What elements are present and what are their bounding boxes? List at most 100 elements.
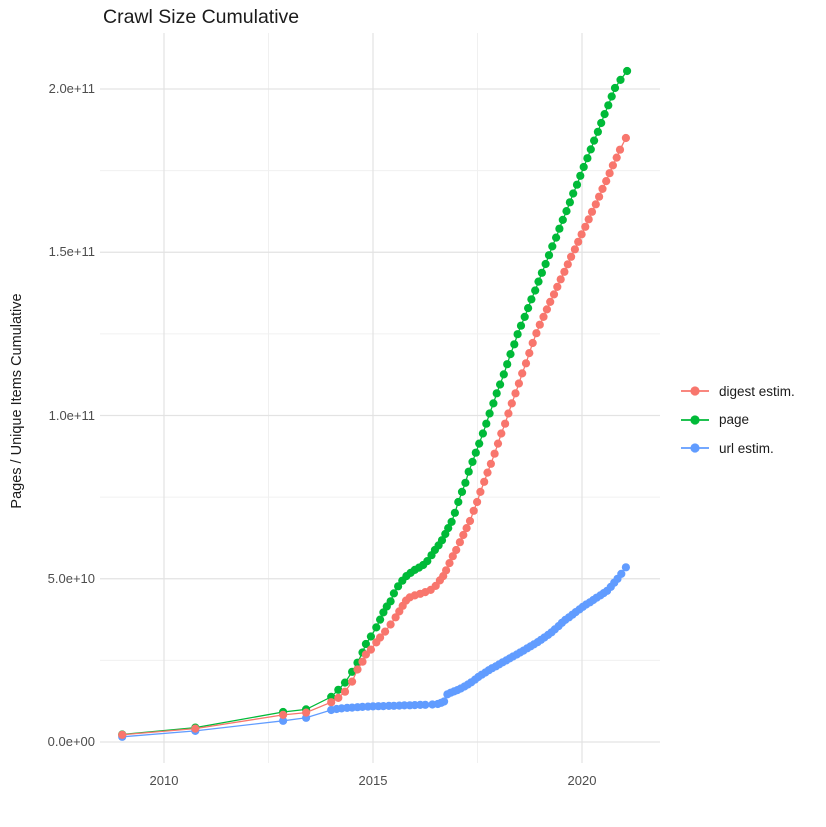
data-point bbox=[478, 429, 487, 438]
data-point bbox=[586, 145, 595, 154]
data-point bbox=[348, 677, 357, 686]
data-point bbox=[490, 449, 499, 458]
data-point bbox=[615, 145, 625, 154]
data-point bbox=[607, 92, 616, 101]
data-point bbox=[334, 685, 343, 694]
data-point bbox=[394, 582, 403, 591]
data-point bbox=[361, 639, 370, 649]
data-point bbox=[617, 569, 626, 579]
legend-item-label: page bbox=[719, 412, 750, 428]
data-point bbox=[437, 536, 447, 545]
chart-title: Crawl Size Cumulative bbox=[103, 6, 300, 28]
data-point bbox=[623, 66, 632, 76]
data-point bbox=[608, 161, 618, 170]
data-point bbox=[555, 224, 564, 233]
data-point bbox=[521, 359, 531, 368]
data-point bbox=[514, 379, 524, 388]
data-point bbox=[574, 237, 583, 246]
data-point bbox=[602, 177, 611, 186]
data-point bbox=[565, 198, 575, 207]
data-point bbox=[558, 215, 567, 224]
data-point bbox=[475, 439, 484, 448]
data-point bbox=[489, 399, 498, 408]
data-point bbox=[462, 524, 471, 533]
data-point bbox=[597, 118, 606, 128]
data-point bbox=[598, 184, 607, 193]
x-tick-label: 2020 bbox=[567, 773, 597, 788]
data-point bbox=[493, 439, 503, 448]
series-url-estim bbox=[118, 563, 631, 741]
data-point bbox=[528, 338, 537, 348]
legend-item-page: page bbox=[679, 406, 795, 435]
data-point bbox=[440, 697, 449, 706]
data-point bbox=[548, 242, 557, 251]
data-point bbox=[473, 497, 482, 507]
data-point bbox=[587, 207, 597, 216]
data-point bbox=[510, 340, 519, 349]
legend-item-digest-estim: digest estim. bbox=[679, 377, 795, 406]
data-point bbox=[535, 320, 544, 329]
y-axis-title: Pages / Unique Items Cumulative bbox=[9, 293, 25, 509]
data-point bbox=[469, 506, 478, 515]
data-point bbox=[386, 597, 395, 606]
data-point bbox=[504, 409, 513, 418]
data-point bbox=[376, 633, 385, 642]
data-point bbox=[381, 627, 390, 636]
data-point bbox=[590, 136, 599, 145]
data-point bbox=[506, 350, 515, 359]
data-point bbox=[445, 559, 454, 568]
data-point bbox=[621, 563, 631, 572]
data-point bbox=[444, 524, 453, 533]
legend-key-icon bbox=[681, 386, 709, 396]
x-tick-label: 2015 bbox=[358, 773, 388, 788]
data-point bbox=[532, 329, 541, 338]
data-point bbox=[534, 277, 543, 286]
data-point bbox=[584, 215, 593, 224]
data-point bbox=[483, 468, 492, 477]
data-point bbox=[577, 230, 586, 239]
data-point bbox=[563, 260, 572, 269]
data-point bbox=[525, 349, 534, 358]
data-point bbox=[279, 716, 288, 725]
data-point bbox=[279, 710, 288, 720]
data-point bbox=[595, 192, 604, 201]
data-point bbox=[118, 730, 127, 739]
data-point bbox=[539, 312, 548, 321]
legend: digest estim. page url estim. bbox=[679, 377, 795, 463]
data-point bbox=[461, 478, 470, 487]
data-point bbox=[391, 613, 400, 622]
data-point bbox=[486, 459, 495, 468]
data-point bbox=[376, 615, 385, 624]
data-point bbox=[334, 693, 343, 703]
data-point bbox=[591, 200, 600, 209]
data-point bbox=[501, 419, 510, 428]
data-point bbox=[552, 233, 561, 242]
data-point bbox=[572, 180, 582, 189]
data-point bbox=[610, 83, 620, 93]
data-point bbox=[455, 538, 464, 547]
data-point bbox=[600, 110, 609, 119]
data-point bbox=[459, 530, 468, 540]
data-point bbox=[544, 251, 554, 260]
data-point bbox=[454, 497, 463, 507]
legend-item-label: url estim. bbox=[719, 440, 774, 456]
data-point bbox=[569, 189, 578, 198]
data-point bbox=[537, 268, 547, 277]
data-point bbox=[542, 305, 552, 314]
data-point bbox=[567, 252, 576, 261]
data-point bbox=[450, 508, 459, 517]
data-point bbox=[513, 330, 522, 339]
data-point bbox=[482, 419, 491, 428]
y-tick-label: 2.0e+11 bbox=[48, 81, 95, 96]
series-page bbox=[118, 66, 632, 739]
data-point bbox=[327, 698, 336, 707]
data-point bbox=[518, 369, 527, 378]
data-point bbox=[520, 312, 529, 321]
data-point bbox=[499, 370, 508, 379]
data-point bbox=[497, 429, 506, 438]
data-point bbox=[471, 448, 480, 457]
data-point bbox=[583, 154, 592, 163]
data-point bbox=[604, 101, 613, 110]
data-point bbox=[372, 623, 381, 632]
